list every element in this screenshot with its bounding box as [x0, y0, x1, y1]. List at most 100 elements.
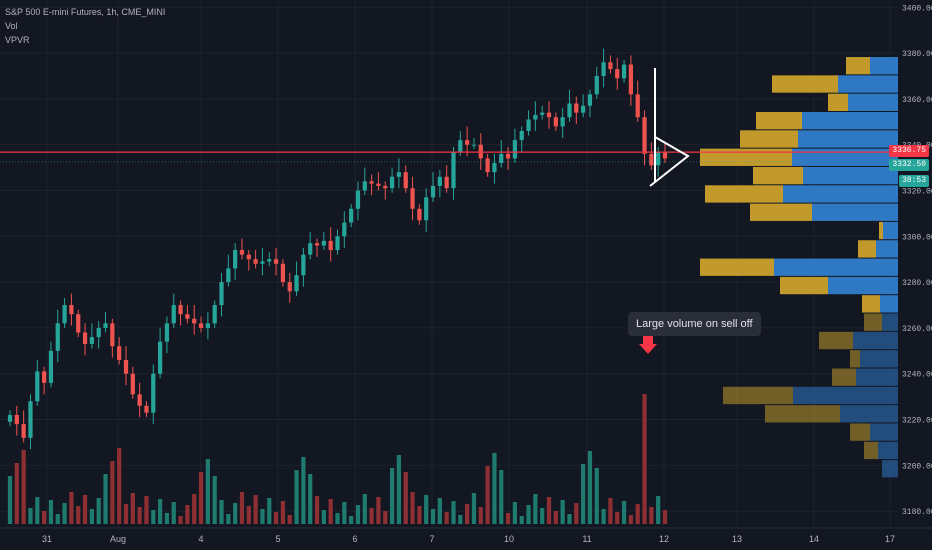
volume-bar — [519, 516, 524, 524]
volume-indicator-label[interactable]: Vol — [5, 21, 18, 31]
vpvr-up-bar — [793, 386, 898, 405]
volume-bar — [35, 497, 40, 524]
volume-bar — [417, 506, 422, 524]
price-tick-label: 3320.00 — [902, 188, 932, 197]
volume-bar — [178, 516, 183, 524]
volume-bar — [82, 495, 88, 524]
candle-body — [355, 190, 361, 209]
candle-body — [369, 181, 374, 184]
price-tick-label: 3400.00 — [902, 4, 932, 13]
candle-body — [280, 263, 286, 283]
candle-body — [417, 208, 422, 221]
candle-body — [594, 75, 599, 95]
candle-body — [628, 64, 634, 95]
vpvr-down-bar — [772, 75, 838, 93]
volume-bar — [424, 495, 429, 524]
volume-bar — [621, 501, 627, 524]
volume-bar — [649, 507, 654, 524]
volume-bar — [144, 496, 149, 524]
candle-body — [587, 94, 593, 106]
vpvr-down-bar — [750, 203, 812, 221]
candle-body — [246, 254, 251, 260]
candle-body — [540, 112, 545, 115]
candle-body — [656, 151, 661, 166]
candle-body — [376, 183, 381, 186]
volume-bar — [342, 502, 347, 524]
volume-bar — [110, 461, 115, 524]
volume-bar — [444, 512, 449, 524]
vpvr-up-bar — [838, 75, 898, 93]
price-axis-bg — [898, 0, 932, 550]
vpvr-up-bar — [774, 258, 898, 276]
candle-body — [301, 254, 306, 276]
candle-body — [178, 305, 183, 315]
candle-body — [233, 250, 238, 269]
candle-body — [28, 401, 33, 438]
candle-body — [512, 140, 518, 159]
vpvr-down-bar — [756, 111, 802, 130]
candle-body — [642, 117, 647, 154]
pennant-lines — [649, 136, 690, 187]
volume-bar — [553, 511, 558, 524]
vpvr-down-bar — [879, 221, 883, 240]
volume-bar — [239, 492, 245, 524]
candle-body — [205, 323, 210, 328]
volume-bar — [55, 514, 60, 524]
volume-bar — [205, 459, 210, 524]
candle-body — [267, 259, 272, 262]
candle-body — [492, 163, 497, 173]
price-axis[interactable]: 3180.00 3200.00 3220.00 3240.00 3260.00 3280.… — [898, 0, 932, 550]
volume-bar — [185, 505, 190, 524]
vpvr-down-bar — [850, 423, 870, 441]
candle-body — [567, 103, 572, 118]
volume-bar — [574, 503, 579, 524]
time-tick-label: 14 — [809, 534, 819, 544]
volume-bar — [437, 498, 442, 524]
down-arrow-icon — [639, 334, 657, 354]
vpvr-up-bar — [803, 166, 898, 185]
volume-bar — [62, 503, 67, 524]
volume-bar — [608, 498, 613, 524]
candlesticks — [7, 48, 668, 450]
symbol-title[interactable]: S&P 500 E-mini Futures, 1h, CME_MINI — [5, 7, 166, 17]
volume-bar — [628, 515, 634, 524]
volume-bar — [635, 504, 640, 524]
vpvr-up-bar — [802, 111, 898, 130]
candle-body — [76, 314, 81, 333]
candle-body — [260, 261, 265, 264]
volume-bar — [89, 509, 94, 524]
vpvr-down-bar — [753, 166, 803, 185]
candle-body — [424, 197, 429, 221]
volume-bar — [267, 498, 272, 524]
candle-body — [294, 275, 299, 292]
volume-bar — [198, 472, 204, 524]
last-price-tag: 3336.75 — [889, 145, 929, 157]
time-tick-label: 31 — [42, 534, 52, 544]
volume-bar — [253, 495, 258, 524]
candle-body — [383, 185, 388, 189]
volume-bar — [594, 468, 599, 524]
time-tick-label: 6 — [352, 534, 357, 544]
vpvr-down-bar — [864, 313, 882, 331]
candle-body — [69, 305, 74, 315]
volume-bar — [171, 502, 176, 524]
volume-bar — [615, 512, 620, 524]
time-tick-label: 5 — [275, 534, 280, 544]
volume-bar — [246, 506, 251, 524]
volume-bar — [526, 505, 531, 524]
candle-body — [41, 371, 47, 383]
vpvr-up-bar — [870, 423, 898, 441]
candle-body — [389, 176, 395, 189]
volume-bar — [321, 510, 326, 524]
candle-body — [117, 346, 122, 360]
vpvr-down-bar — [858, 240, 876, 258]
volume-bar — [273, 512, 279, 524]
vpvr-indicator-label[interactable]: VPVR — [5, 35, 30, 45]
volume-bar — [396, 455, 402, 524]
vpvr-up-bar — [828, 276, 898, 295]
vpvr-up-bar — [870, 57, 898, 75]
volume-bar — [301, 457, 306, 524]
candle-body — [62, 305, 67, 324]
time-axis[interactable]: 31 Aug 4 5 6 7 10 11 12 13 14 17 — [0, 527, 932, 544]
